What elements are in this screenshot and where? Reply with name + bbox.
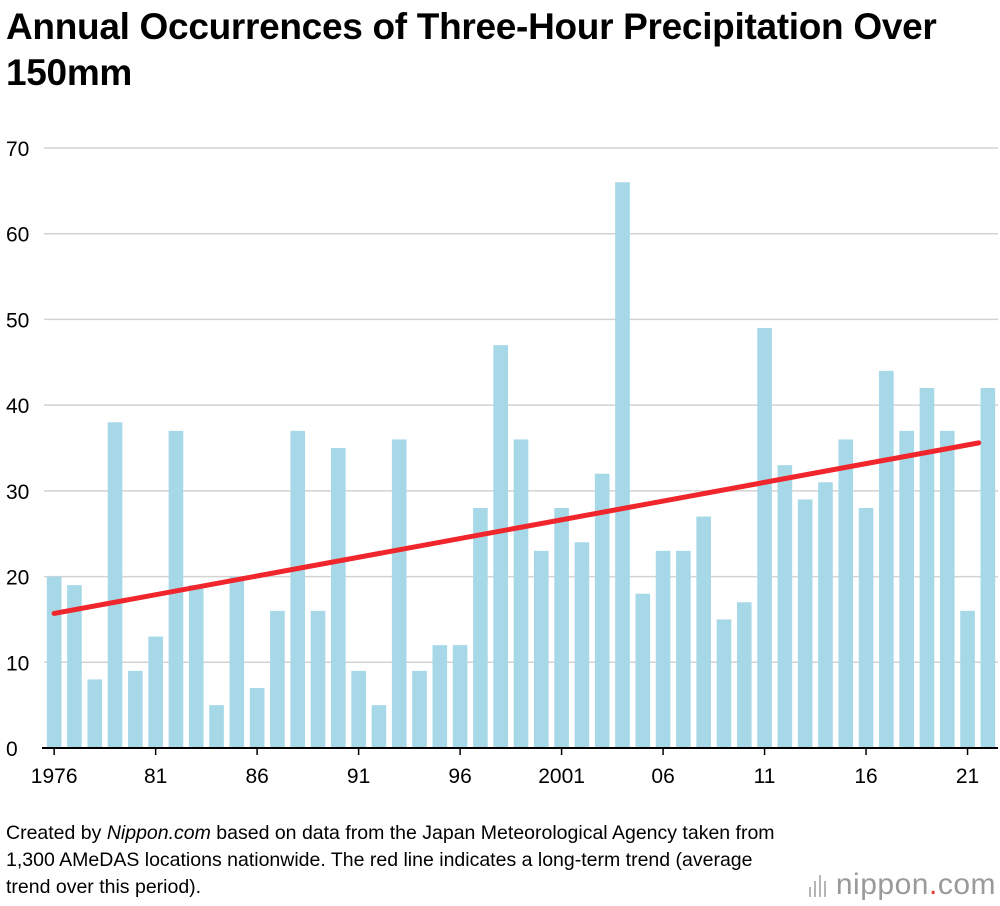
- bar-2017: [879, 370, 894, 748]
- x-axis-ticks: 1976 81 86 91 96 2001 06 11 16 21: [31, 748, 979, 788]
- caption-prefix: Created by: [6, 822, 107, 844]
- y-tick-label: 60: [6, 224, 29, 247]
- bar-1998: [493, 345, 509, 748]
- x-tick-label: 81: [144, 765, 167, 788]
- y-tick-label: 10: [6, 652, 29, 675]
- bar-1995: [432, 645, 448, 748]
- bar-1985: [229, 576, 245, 748]
- bar-2020: [939, 430, 955, 748]
- y-tick-label: 20: [6, 567, 29, 590]
- bar-2022: [980, 388, 996, 748]
- bar-1984: [209, 705, 224, 748]
- x-tick-label: 96: [448, 765, 471, 788]
- bar-1978: [87, 679, 103, 748]
- bar-2003: [594, 473, 610, 748]
- bar-1999: [513, 439, 529, 748]
- x-tick-label: 91: [347, 765, 370, 788]
- bar-2012: [777, 465, 793, 748]
- logo-tld: com: [937, 868, 996, 901]
- logo-bars-icon: [808, 873, 826, 897]
- bar-2014: [818, 482, 833, 748]
- bar-1986: [249, 688, 265, 748]
- bar-1976: [46, 576, 62, 748]
- bar-2001: [554, 508, 569, 748]
- bar-2011: [757, 328, 772, 748]
- bar-1993: [391, 439, 407, 748]
- bar-2000: [533, 550, 549, 748]
- bar-2015: [838, 439, 854, 748]
- y-tick-label: 30: [6, 481, 29, 504]
- bar-1989: [310, 610, 326, 748]
- bar-1977: [67, 585, 82, 748]
- bar-2002: [574, 542, 590, 748]
- bar-2010: [736, 602, 752, 748]
- bar-1980: [128, 670, 143, 748]
- bar-2009: [716, 619, 732, 748]
- chart-title: Annual Occurrences of Three-Hour Precipi…: [6, 6, 937, 93]
- y-tick-label: 70: [6, 138, 29, 161]
- bar-1987: [270, 610, 285, 748]
- bar-1981: [148, 636, 163, 748]
- logo-text: nippon: [835, 868, 929, 901]
- bar-2016: [858, 508, 874, 748]
- caption-source: Nippon.com: [106, 822, 211, 844]
- y-tick-label: 0: [6, 738, 18, 761]
- bar-2019: [919, 388, 935, 748]
- bar-2013: [797, 499, 813, 748]
- bar-2021: [960, 610, 975, 748]
- bar-1988: [290, 430, 306, 748]
- bar-1996: [452, 645, 468, 748]
- bar-1991: [351, 670, 366, 748]
- y-tick-label: 50: [6, 309, 29, 332]
- x-tick-label: 21: [956, 765, 979, 788]
- nippon-logo: nippon. com: [808, 868, 996, 902]
- bar-2008: [696, 516, 711, 748]
- trend-line-group: [51, 440, 982, 616]
- y-axis-ticks: 0 10 20 30 40 50 60 70: [6, 138, 29, 761]
- x-tick-label: 11: [754, 765, 776, 788]
- caption-suffix: based on data from the Japan Meteorologi…: [6, 822, 775, 898]
- x-tick-label: 16: [854, 765, 877, 788]
- bar-2006: [655, 550, 671, 748]
- x-tick-label: 1976: [31, 765, 78, 788]
- bar-1983: [188, 585, 204, 748]
- x-tick-label: 86: [245, 765, 268, 788]
- x-tick-label: 2001: [538, 765, 585, 788]
- bar-2004: [615, 182, 630, 749]
- bar-1992: [371, 705, 387, 748]
- y-tick-label: 40: [6, 395, 29, 418]
- bar-2005: [635, 593, 651, 748]
- bar-1979: [107, 422, 123, 748]
- trend-line: [51, 440, 982, 616]
- source-caption: Created by Nippon.com based on data from…: [6, 820, 796, 901]
- bar-2007: [676, 550, 691, 748]
- bar-1994: [412, 670, 427, 748]
- bars: [46, 182, 996, 749]
- bar-chart: 0 10 20 30 40 50 60 70 1976 81 86 91 96 2001 06 11 16 21: [6, 138, 998, 788]
- bar-2018: [899, 430, 914, 748]
- x-tick-label: 06: [651, 765, 674, 788]
- bar-1990: [331, 448, 346, 748]
- logo-dot: .: [928, 868, 938, 901]
- bar-1997: [473, 508, 488, 748]
